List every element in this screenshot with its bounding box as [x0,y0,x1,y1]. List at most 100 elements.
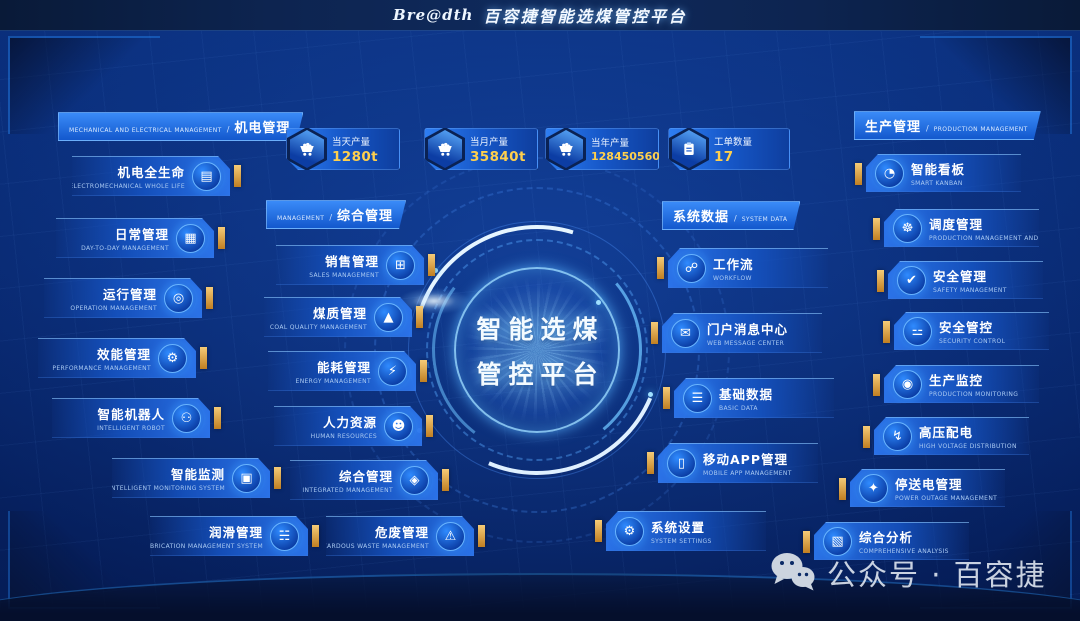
menu-item-system-0[interactable]: ☍ 工作流 WORKFLOW [657,248,828,288]
menu-item-label-zh: 基础数据 [719,387,774,402]
menu-item-production-2[interactable]: ✔ 安全管理 SAFETY MANAGEMENT [877,261,1043,299]
accent-tab [863,426,870,448]
menu-item-production-4[interactable]: ◉ 生产监控 PRODUCTION MONITORING [873,365,1039,403]
stat-label: 当月产量 [470,136,509,148]
menu-item-integrated-2[interactable]: 能耗管理 ENERGY MANAGEMENT ⚡ [268,351,427,391]
dispatch-icon: ☸ [893,213,922,243]
menu-item-label-en: SMART KANBAN [911,180,963,187]
menu-item-label-en: DAY-TO-DAY MANAGEMENT [81,245,169,252]
page-title: 百容捷智能选煤管控平台 [483,7,687,26]
menu-item-label-zh: 能耗管理 [316,360,371,375]
menu-item-system-2[interactable]: ☰ 基础数据 BASIC DATA [663,378,834,418]
menu-item-label-en: ELECTROMECHANICAL WHOLE LIFE [69,183,185,190]
menu-item-label-en: HAZARDOUS WASTE MANAGEMENT [313,543,429,550]
stat-label: 工单数量 [714,136,753,148]
menu-item-label-zh: 生产监控 [929,373,984,388]
brand-logo: Bre@dth [393,6,474,24]
high-voltage-icon: ↯ [883,421,912,451]
frame-corner-bottom-left [8,511,160,609]
watermark-text: 公众号 · 百容捷 [827,558,1047,592]
accent-tab [420,360,427,382]
menu-item-mechanical-5[interactable]: 智能监测 INTELLIGENT MONITORING SYSTEM ▣ [108,458,281,498]
accent-tab [877,270,884,292]
analysis-icon: ▧ [823,526,852,556]
accent-tab [200,347,207,369]
section-header-mechanical[interactable]: MECHANICAL AND ELECTRICAL MANAGEMENT / 机… [58,112,303,141]
stat-label: 当天产量 [332,136,371,148]
menu-item-system-1[interactable]: ✉ 门户消息中心 WEB MESSAGE CENTER [651,313,822,353]
section-header-integrated[interactable]: MANAGEMENT / 综合管理 [266,200,406,229]
menu-item-mechanical-1[interactable]: 日常管理 DAY-TO-DAY MANAGEMENT ▦ [56,218,225,258]
stat-card-monthly-output: 当月产量 35840t [424,128,538,170]
menu-item-mechanical-6[interactable]: 润滑管理 LUBRICATION MANAGEMENT SYSTEM ☵ [150,516,319,556]
calendar-icon: ▦ [176,224,205,253]
menu-item-production-0[interactable]: ◔ 智能看板 SMART KANBAN [855,154,1021,192]
menu-item-label-zh: 危废管理 [374,525,429,540]
menu-item-production-5[interactable]: ↯ 高压配电 HIGH VOLTAGE DISTRIBUTION [863,417,1029,455]
cart-icon: ⊞ [386,251,415,280]
minecart-icon [428,130,462,168]
section-header-zh: 综合管理 [337,209,394,224]
menu-item-label-en: INTELLIGENT MONITORING SYSTEM [108,485,225,492]
settings-icon: ⚙ [615,516,644,546]
stat-value: 1280t [332,148,379,165]
menu-item-integrated-3[interactable]: 人力资源 HUMAN RESOURCES ☻ [274,406,433,446]
menu-item-system-4[interactable]: ⚙ 系统设置 SYSTEM SETTINGS [595,511,766,551]
section-header-system-data[interactable]: 系统数据 / SYSTEM DATA [662,201,800,230]
menu-item-label-en: HUMAN RESOURCES [310,433,377,440]
menu-item-production-3[interactable]: ⚍ 安全管控 SECURITY CONTROL [883,312,1049,350]
menu-item-label-zh: 综合分析 [859,530,914,545]
menu-item-label-en: WEB MESSAGE CENTER [707,340,785,347]
section-header-production[interactable]: 生产管理 / PRODUCTION MANAGEMENT [854,111,1041,140]
menu-item-label-zh: 运行管理 [102,287,157,302]
menu-item-label-en: PRODUCTION MONITORING [929,391,1019,398]
accent-tab [657,257,664,279]
accent-tab [478,525,485,547]
separator: / [734,214,737,223]
dial-inner-ring [454,267,620,433]
title-bar: Bre@dth 百容捷智能选煤管控平台 [0,0,1080,31]
menu-item-label-en: SAFETY MANAGEMENT [933,287,1007,294]
glow-dot [433,268,438,273]
menu-item-label-en: PRODUCTION MANAGEMENT AND COMMAND [929,235,1076,242]
menu-item-mechanical-4[interactable]: 智能机器人 INTELLIGENT ROBOT ⚇ [52,398,221,438]
menu-item-production-1[interactable]: ☸ 调度管理 PRODUCTION MANAGEMENT AND COMMAND [873,209,1039,247]
menu-item-label-zh: 综合管理 [338,469,393,484]
menu-item-system-3[interactable]: ▯ 移动APP管理 MOBILE APP MANAGEMENT [647,443,818,483]
menu-item-mechanical-3[interactable]: 效能管理 PERFORMANCE MANAGEMENT ⚙ [38,338,207,378]
accent-tab [206,287,213,309]
menu-item-mechanical-0[interactable]: 机电全生命 ELECTROMECHANICAL WHOLE LIFE ▤ [69,156,241,196]
stat-card-work-orders: 工单数量 17 [668,128,790,170]
menu-item-label-zh: 效能管理 [96,347,151,362]
menu-item-label-zh: 安全管理 [933,269,988,284]
menu-item-label-en: INTELLIGENT ROBOT [97,425,165,432]
droplet-icon: ☵ [270,522,299,551]
accent-tab [873,218,880,240]
accent-tab [855,163,862,185]
menu-item-integrated-1[interactable]: 煤质管理 COAL QUALITY MANAGEMENT ▲ [264,297,423,337]
menu-item-integrated-4[interactable]: 综合管理 INTEGRATED MANAGEMENT ◈ [290,460,449,500]
menu-item-mechanical-2[interactable]: 运行管理 OPERATION MANAGEMENT ◎ [44,278,213,318]
separator: / [329,213,333,222]
menu-item-integrated-0[interactable]: 销售管理 SALES MANAGEMENT ⊞ [276,245,435,285]
menu-item-label-en: HIGH VOLTAGE DISTRIBUTION [919,443,1017,450]
center-dial: 智能选煤 管控平台 [344,157,730,543]
stat-value: 17 [714,148,734,165]
accent-tab [442,469,449,491]
accent-tab [214,407,221,429]
accent-tab [873,374,880,396]
menu-item-label-en: SALES MANAGEMENT [309,272,379,279]
menu-item-label-zh: 智能监测 [170,467,225,482]
stat-value: 35840t [470,148,526,165]
section-header-en: PRODUCTION MANAGEMENT [933,126,1028,133]
watermark: 公众号 · 百容捷 [770,551,1047,595]
menu-item-label-zh: 停送电管理 [895,477,963,492]
menu-item-label-zh: 销售管理 [324,254,379,269]
accent-tab [651,322,658,344]
menu-item-label-en: WORKFLOW [713,275,752,282]
mobile-icon: ▯ [667,448,696,478]
menu-item-production-6[interactable]: ✦ 停送电管理 POWER OUTAGE MANAGEMENT [839,469,1005,507]
kanban-icon: ◔ [875,158,904,188]
menu-item-label-zh: 煤质管理 [312,306,367,321]
menu-item-integrated-5[interactable]: 危废管理 HAZARDOUS WASTE MANAGEMENT ⚠ [326,516,485,556]
